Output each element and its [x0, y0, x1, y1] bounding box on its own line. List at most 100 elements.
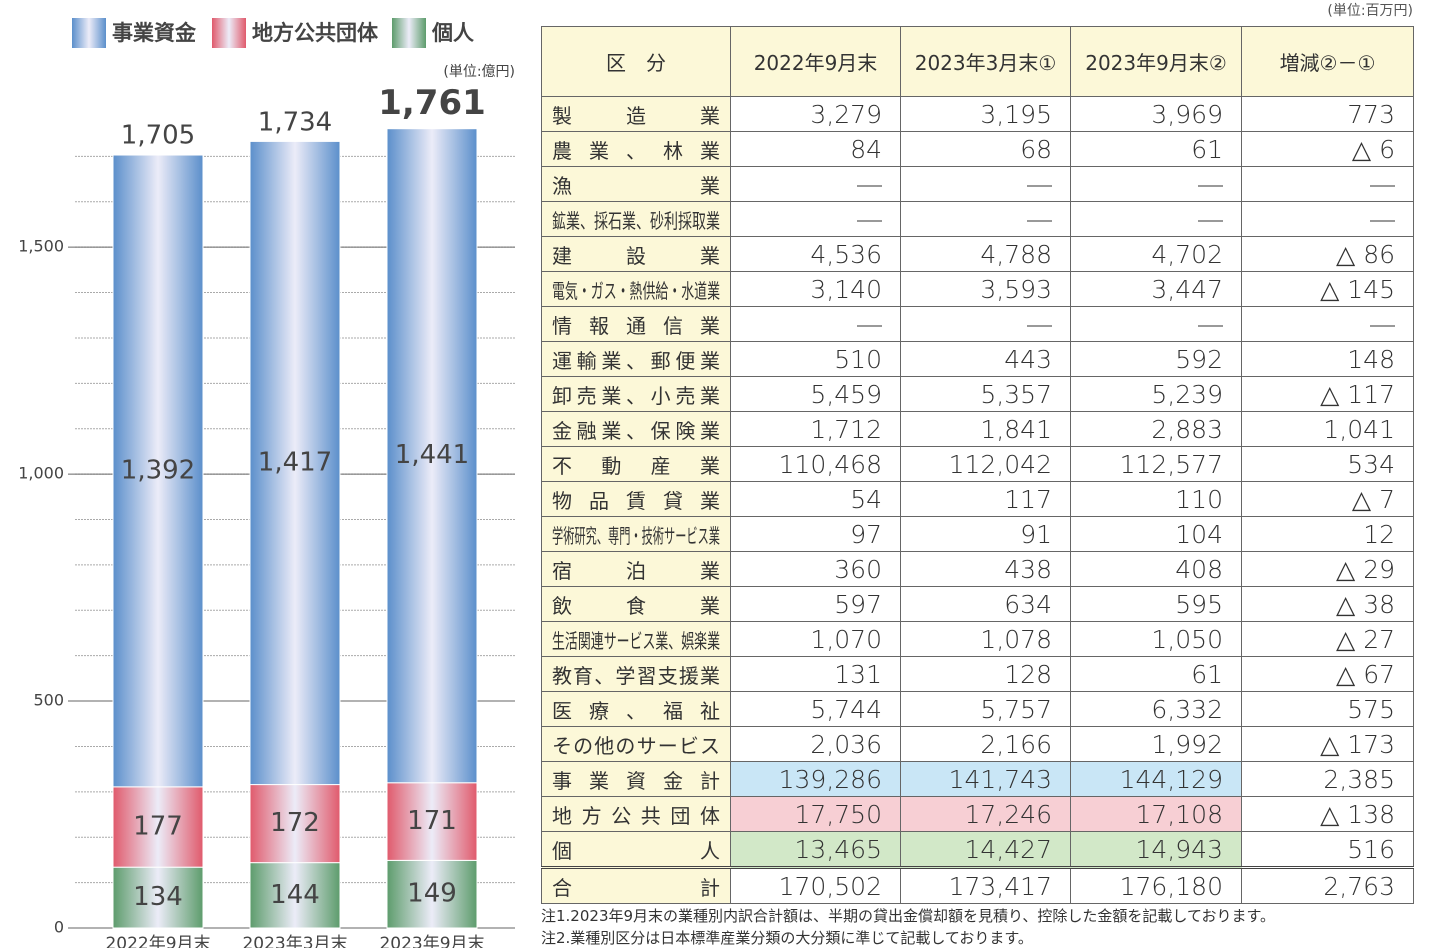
table-row: 建設業 4,536 4,788 4,702 △ 86 [541, 236, 1414, 272]
row-label: 学術研究、専門・技術サービス業 [541, 516, 731, 552]
unit: (単位:億円) [443, 64, 515, 80]
cell: 1,050 [1070, 621, 1242, 657]
cell: ― [730, 166, 901, 202]
row-label-text: 建設業 [552, 243, 720, 268]
cell: △ 27 [1241, 621, 1414, 657]
row-label-text: 個人 [552, 838, 720, 863]
value-label: 134 [133, 882, 183, 912]
bar-segment [112, 866, 204, 929]
row-label-text: 物品賃貸業 [552, 488, 720, 513]
row-label: 生活関連サービス業、娯楽業 [541, 621, 731, 657]
table-unit: (単位:百万円) [1327, 3, 1413, 19]
row-label-text: 合計 [552, 875, 720, 900]
cell: 61 [1070, 131, 1242, 167]
row-label: 運輸業、郵便業 [541, 341, 731, 377]
row-label: 教育、学習支援業 [541, 656, 731, 692]
row-label: 卸売業、小売業 [541, 376, 731, 412]
cell: 5,757 [900, 691, 1071, 727]
cell: 144,129 [1070, 761, 1242, 797]
cell: △ 138 [1241, 796, 1414, 832]
row-label-text: 不動産業 [552, 453, 720, 478]
note: 注2.業種別区分は日本標準産業分類の大分類に準じて記載しております。 [541, 929, 1033, 947]
cell: 12 [1241, 516, 1414, 552]
cell: △ 173 [1241, 726, 1414, 762]
total-label: 1,734 [258, 107, 332, 137]
x-tick-label: 2023年9月末 [379, 934, 484, 948]
cell: 110 [1070, 481, 1242, 517]
y-tick-label: 1,000 [18, 464, 64, 483]
legend-label: 地方公共団体 [252, 21, 379, 45]
table-row: 地方公共団体 17,750 17,246 17,108 △ 138 [541, 796, 1414, 832]
cell: 17,108 [1070, 796, 1242, 832]
row-label: 飲食業 [541, 586, 731, 622]
cell: 534 [1241, 446, 1414, 482]
cell: 97 [730, 516, 901, 552]
cell: 173,417 [900, 866, 1071, 904]
cell: ― [1241, 201, 1414, 237]
value-label: 144 [270, 880, 320, 910]
cell: 131 [730, 656, 901, 692]
cell: 408 [1070, 551, 1242, 587]
value-label: 172 [270, 808, 320, 838]
cell: 110,468 [730, 446, 901, 482]
cell: 14,427 [900, 831, 1071, 868]
bar-segment [386, 859, 478, 929]
table-row: 製造業 3,279 3,195 3,969 773 [541, 96, 1414, 132]
header-cell: 2022年9月末 [730, 26, 901, 97]
bar-segment [386, 128, 478, 784]
row-label-text: 情報通信業 [552, 313, 720, 338]
row-label: 個人 [541, 831, 731, 868]
cell: 592 [1070, 341, 1242, 377]
row-label: 不動産業 [541, 446, 731, 482]
table-row: 鉱業、採石業、砂利採取業 ― ― ― ― [541, 201, 1414, 237]
header-cell: 区 分 [541, 26, 731, 97]
notes: 注1.2023年9月末の業種別内訳合計額は、半期の貸出金償却額を見積り、控除した… [541, 905, 1275, 949]
cell: ― [900, 201, 1071, 237]
table-row: 情報通信業 ― ― ― ― [541, 306, 1414, 342]
cell: 438 [900, 551, 1071, 587]
cell: 1,712 [730, 411, 901, 447]
bar-segment [249, 784, 341, 864]
cell: 3,969 [1070, 96, 1242, 132]
cell: 91 [900, 516, 1071, 552]
cell: △ 117 [1241, 376, 1414, 412]
cell: 68 [900, 131, 1071, 167]
chart: (単位:億円) 0 500 1,000 1,500 事業資金 地方公共団体 個人 134 177… [18, 18, 515, 948]
note: 注1.2023年9月末の業種別内訳合計額は、半期の貸出金償却額を見積り、控除した… [541, 907, 1276, 925]
legend-label: 個人 [431, 21, 474, 45]
cell: 112,042 [900, 446, 1071, 482]
cell: 84 [730, 131, 901, 167]
table-row: 個人 13,465 14,427 14,943 516 [541, 831, 1414, 868]
row-label-text: 製造業 [552, 103, 720, 128]
cell: 5,357 [900, 376, 1071, 412]
cell: 2,036 [730, 726, 901, 762]
row-label-text: 電気・ガス・熱供給・水道業 [552, 278, 720, 303]
row-label-text: その他のサービス [552, 733, 720, 758]
row-label-text: 宿泊業 [552, 558, 720, 583]
y-tick-label: 1,500 [18, 237, 64, 256]
cell: 1,841 [900, 411, 1071, 447]
cell: 1,070 [730, 621, 901, 657]
x-tick-label: 2022年9月末 [105, 934, 210, 948]
table-row: 宿泊業 360 438 408 △ 29 [541, 551, 1414, 587]
header-cell: 2023年3月末① [900, 26, 1071, 97]
row-label: 製造業 [541, 96, 731, 132]
legend-swatch [72, 18, 106, 48]
value-label: 1,417 [258, 447, 332, 477]
cell: 510 [730, 341, 901, 377]
table-row: 学術研究、専門・技術サービス業 97 91 104 12 [541, 516, 1414, 552]
cell: 112,577 [1070, 446, 1242, 482]
total-label: 1,705 [121, 121, 195, 151]
legend-label: 事業資金 [112, 21, 197, 45]
y-tick-label: 500 [33, 691, 64, 710]
legend-swatch [212, 18, 246, 48]
table-row: 卸売業、小売業 5,459 5,357 5,239 △ 117 [541, 376, 1414, 412]
row-label-text: 飲食業 [552, 593, 720, 618]
legend-swatch [392, 18, 426, 48]
cell: 141,743 [900, 761, 1071, 797]
table-row: 事業資金計 139,286 141,743 144,129 2,385 [541, 761, 1414, 797]
row-label: 農業、林業 [541, 131, 731, 167]
row-label-text: 農業、林業 [552, 138, 720, 163]
row-label: 物品賃貸業 [541, 481, 731, 517]
